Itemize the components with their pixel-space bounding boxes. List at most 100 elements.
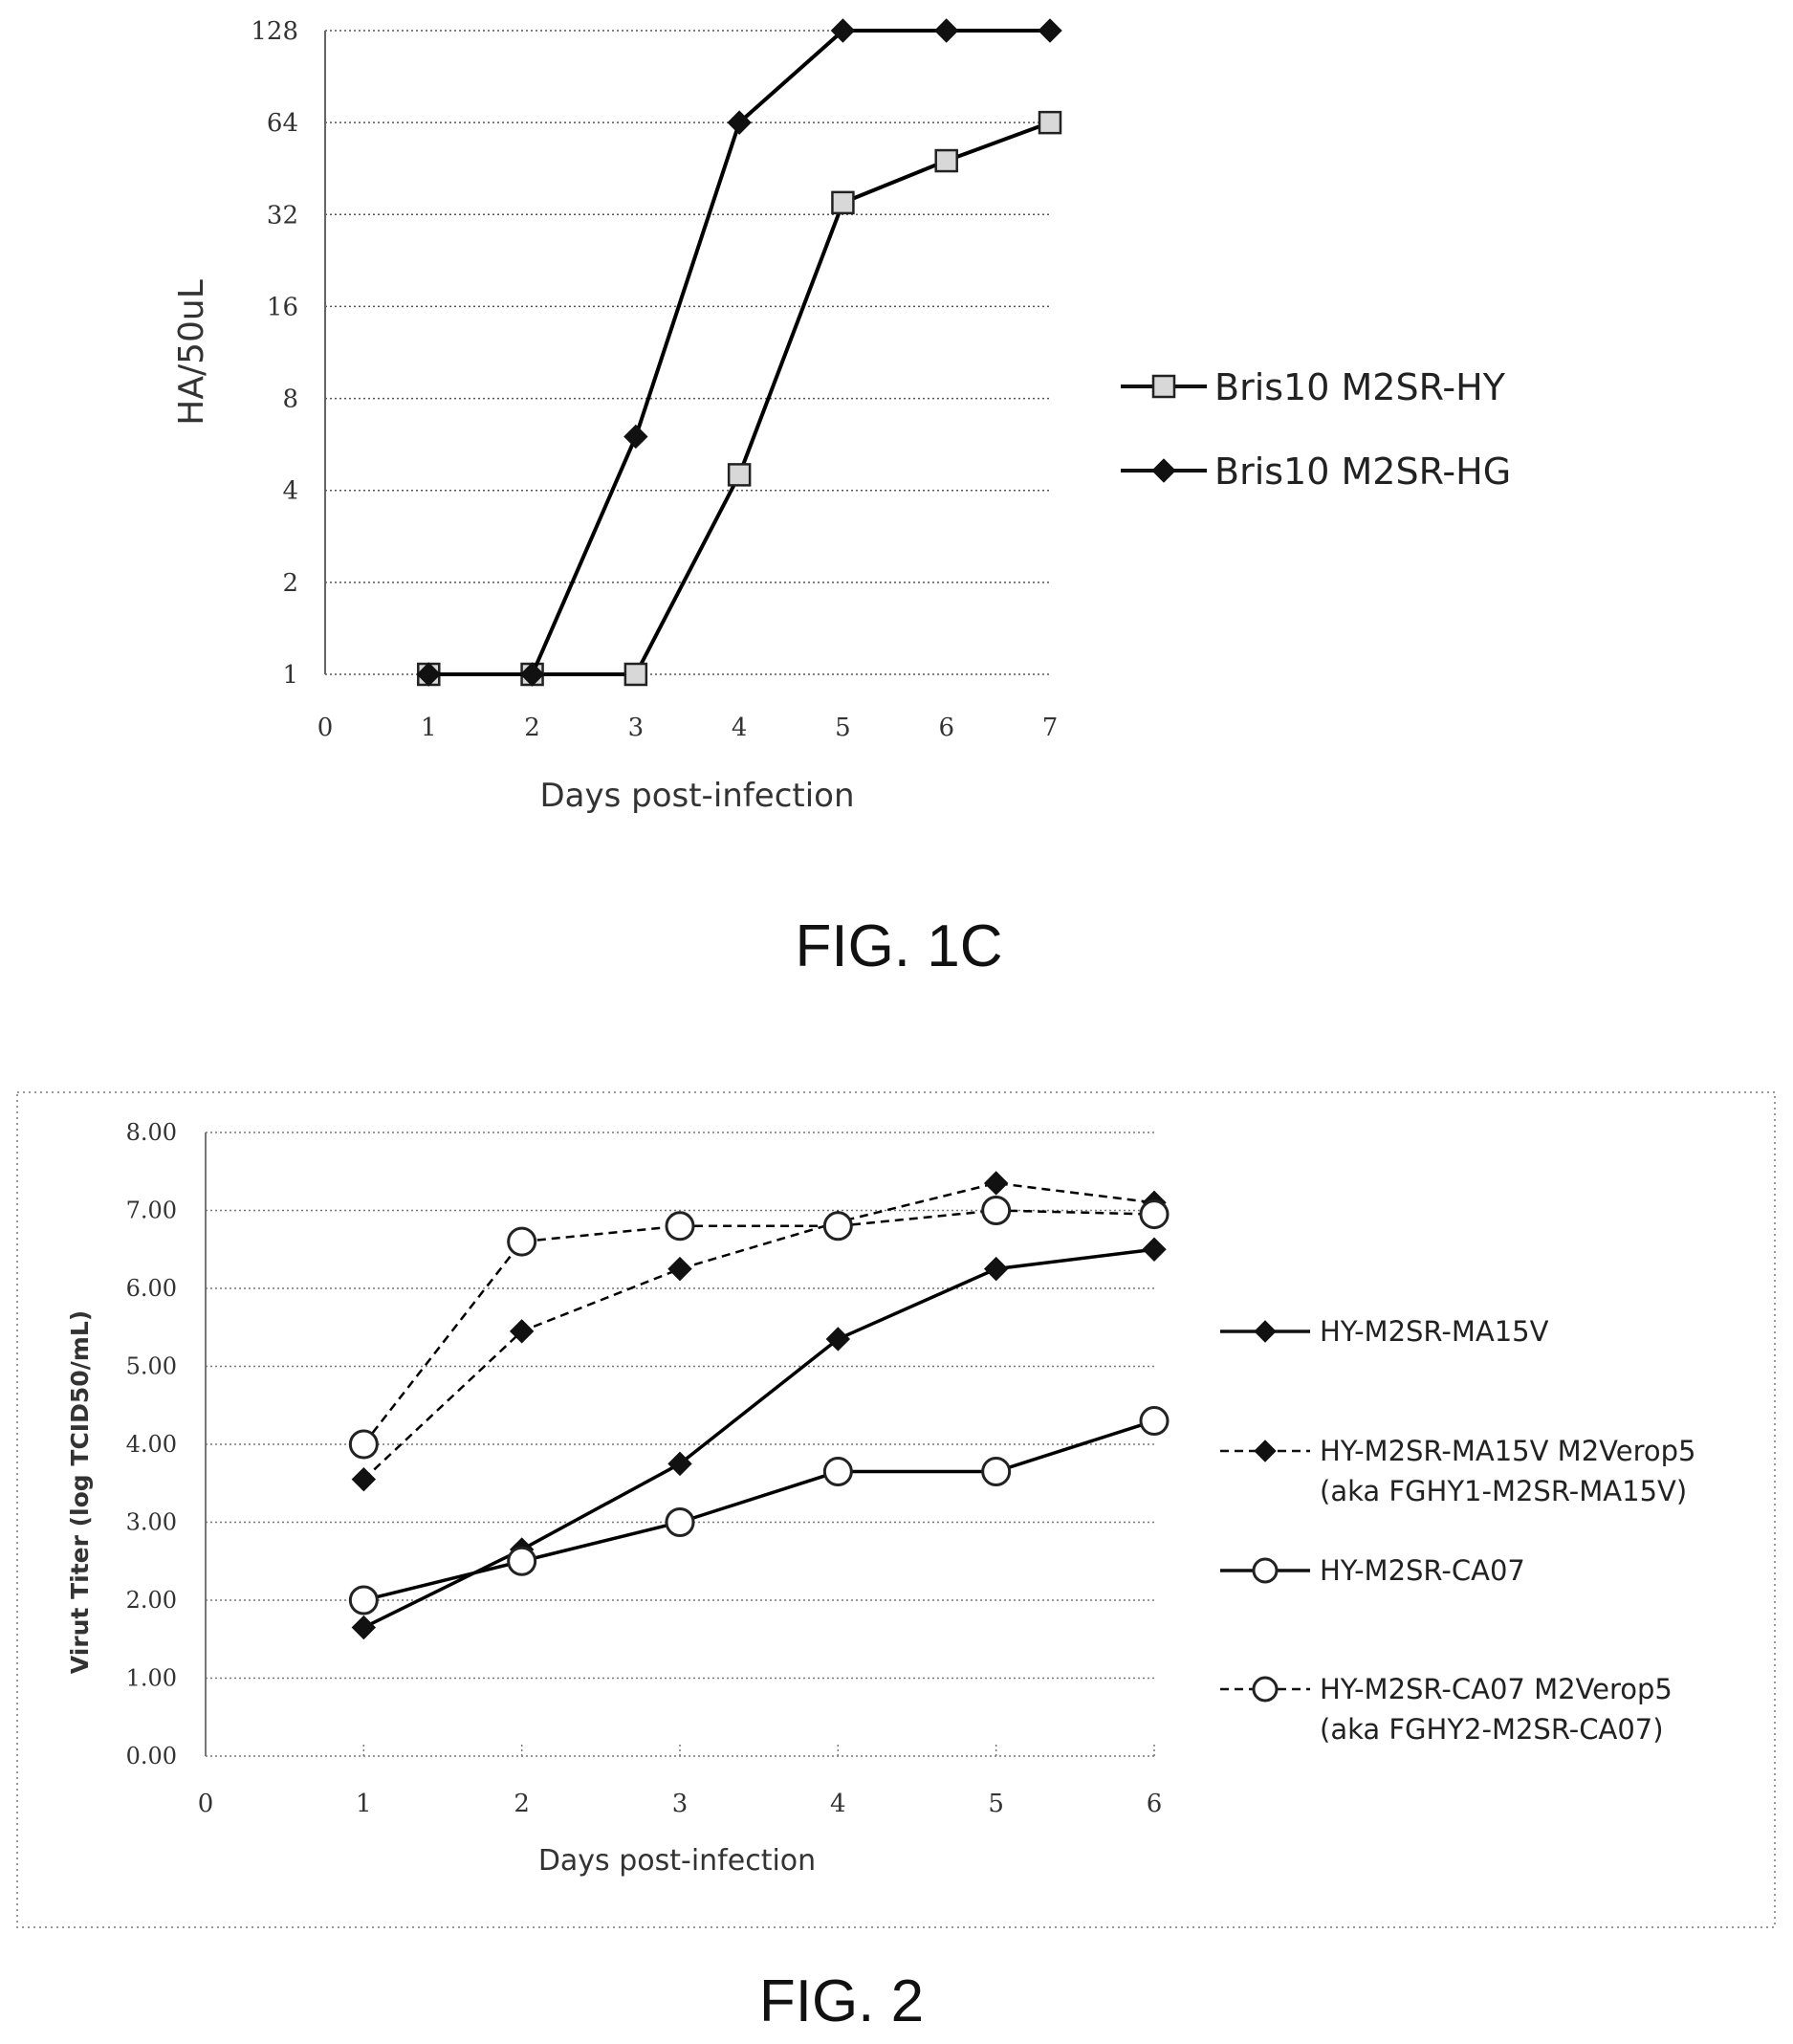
x-tick-label: 7 (1042, 714, 1059, 742)
data-point (665, 1211, 695, 1242)
figure-caption-2: FIG. 2 (759, 1968, 924, 2034)
x-tick-label: 3 (628, 714, 645, 742)
y-tick-label: 1 (282, 661, 298, 690)
data-point (1139, 1406, 1170, 1437)
y-tick-label: 32 (267, 201, 298, 230)
data-point (416, 662, 441, 687)
data-point (348, 1585, 379, 1615)
data-point (981, 1196, 1012, 1225)
x-tick-label: 1 (421, 714, 437, 742)
legend-marker (1252, 1557, 1279, 1584)
data-point (348, 1429, 379, 1460)
data-point (830, 18, 856, 43)
y-tick-label: 6.00 (126, 1275, 177, 1302)
y-tick-label: 1.00 (126, 1665, 177, 1692)
series-line (362, 1209, 1155, 1445)
series-1 (351, 1237, 1167, 1640)
y-tick-label: 7.00 (126, 1198, 177, 1224)
data-point (507, 1226, 537, 1257)
legend-marker (1151, 458, 1176, 483)
data-point (822, 1211, 853, 1242)
data-point (727, 110, 752, 135)
data-point (623, 662, 648, 687)
x-tick-label: 0 (198, 1790, 214, 1818)
legend: Bris10 M2SR-HY Bris10 M2SR-HG (1121, 366, 1511, 493)
y-tick-label: 4 (282, 477, 298, 506)
figure-caption-1c: FIG. 1C (795, 913, 1002, 979)
data-point (727, 463, 752, 487)
legend-marker (1252, 1676, 1279, 1703)
series-3 (348, 1406, 1170, 1615)
x-tick-label: 5 (835, 714, 851, 742)
data-point (667, 1256, 692, 1282)
x-tick-label: 6 (938, 714, 954, 742)
x-tick-label: 4 (830, 1790, 846, 1818)
data-point (983, 1256, 1009, 1282)
legend-marker (1151, 374, 1176, 399)
legend-label: (aka FGHY2-M2SR-CA07) (1320, 1713, 1664, 1746)
series-2 (351, 1171, 1167, 1492)
x-axis-title: Days post-infection (538, 1844, 816, 1878)
series-2 (416, 18, 1062, 687)
x-axis-title: Days post-infection (539, 777, 854, 815)
y-axis-title: HA/50uL (172, 279, 211, 426)
data-point (825, 1327, 851, 1352)
series-4 (348, 1196, 1170, 1460)
y-axis-title: Virut Titer (log TCID50/mL) (66, 1310, 94, 1674)
data-point (1139, 1199, 1170, 1230)
data-point (934, 18, 959, 43)
x-tick-label: 0 (317, 714, 334, 742)
legend-label: Bris10 M2SR-HG (1214, 451, 1511, 493)
legend-label: HY-M2SR-MA15V (1320, 1315, 1549, 1348)
legend-label: Bris10 M2SR-HY (1214, 366, 1506, 408)
data-point (822, 1457, 853, 1487)
x-tick-label: 2 (514, 1790, 530, 1818)
chart-2-frame (16, 1091, 1776, 1928)
y-tick-label: 3.00 (126, 1509, 177, 1536)
data-point (934, 148, 958, 173)
data-point (507, 1546, 537, 1576)
y-tick-label: 0.00 (126, 1743, 177, 1769)
data-point (351, 1615, 377, 1640)
x-tick-label: 1 (356, 1790, 372, 1818)
y-tick-label: 128 (251, 17, 298, 46)
legend-label: HY-M2SR-CA07 (1320, 1554, 1525, 1587)
data-point (623, 424, 648, 450)
legend-label: HY-M2SR-CA07 M2Verop5 (1320, 1673, 1673, 1705)
x-tick-label: 6 (1147, 1790, 1163, 1818)
legend-label: (aka FGHY1-M2SR-MA15V) (1320, 1475, 1687, 1507)
data-point (1038, 18, 1062, 43)
y-tick-label: 4.00 (126, 1431, 177, 1458)
legend-marker (1254, 1320, 1277, 1343)
y-tick-label: 2.00 (126, 1587, 177, 1614)
series-line (362, 1247, 1155, 1630)
series-1 (417, 110, 1062, 687)
series-line (362, 1418, 1155, 1602)
legend-label: HY-M2SR-MA15V M2Verop5 (1320, 1435, 1695, 1467)
data-point (983, 1171, 1009, 1196)
data-point (351, 1466, 377, 1492)
data-point (665, 1507, 695, 1537)
data-point (509, 1319, 535, 1344)
legend: HY-M2SR-MA15V HY-M2SR-MA15V M2Verop5 (aka … (1220, 1315, 1695, 1746)
data-point (981, 1457, 1012, 1487)
data-point (1038, 110, 1062, 135)
data-point (519, 662, 545, 687)
y-tick-label: 8 (282, 385, 298, 414)
legend-marker (1254, 1440, 1277, 1462)
x-tick-label: 4 (732, 714, 748, 742)
data-point (1142, 1237, 1167, 1262)
y-tick-label: 2 (282, 569, 298, 598)
chart-fig-2: 0.00 1.00 2.00 3.00 4.00 5.00 6.00 7.00 8.00 0 1 2 3… (66, 1119, 1695, 1878)
y-tick-label: 64 (267, 109, 298, 138)
y-tick-label: 5.00 (126, 1353, 177, 1380)
series-line (362, 1181, 1155, 1481)
data-point (831, 190, 855, 215)
data-point (667, 1451, 692, 1477)
x-tick-label: 2 (524, 714, 540, 742)
x-tick-label: 3 (672, 1790, 689, 1818)
y-tick-label: 8.00 (126, 1119, 177, 1146)
y-tick-label: 16 (267, 293, 298, 321)
